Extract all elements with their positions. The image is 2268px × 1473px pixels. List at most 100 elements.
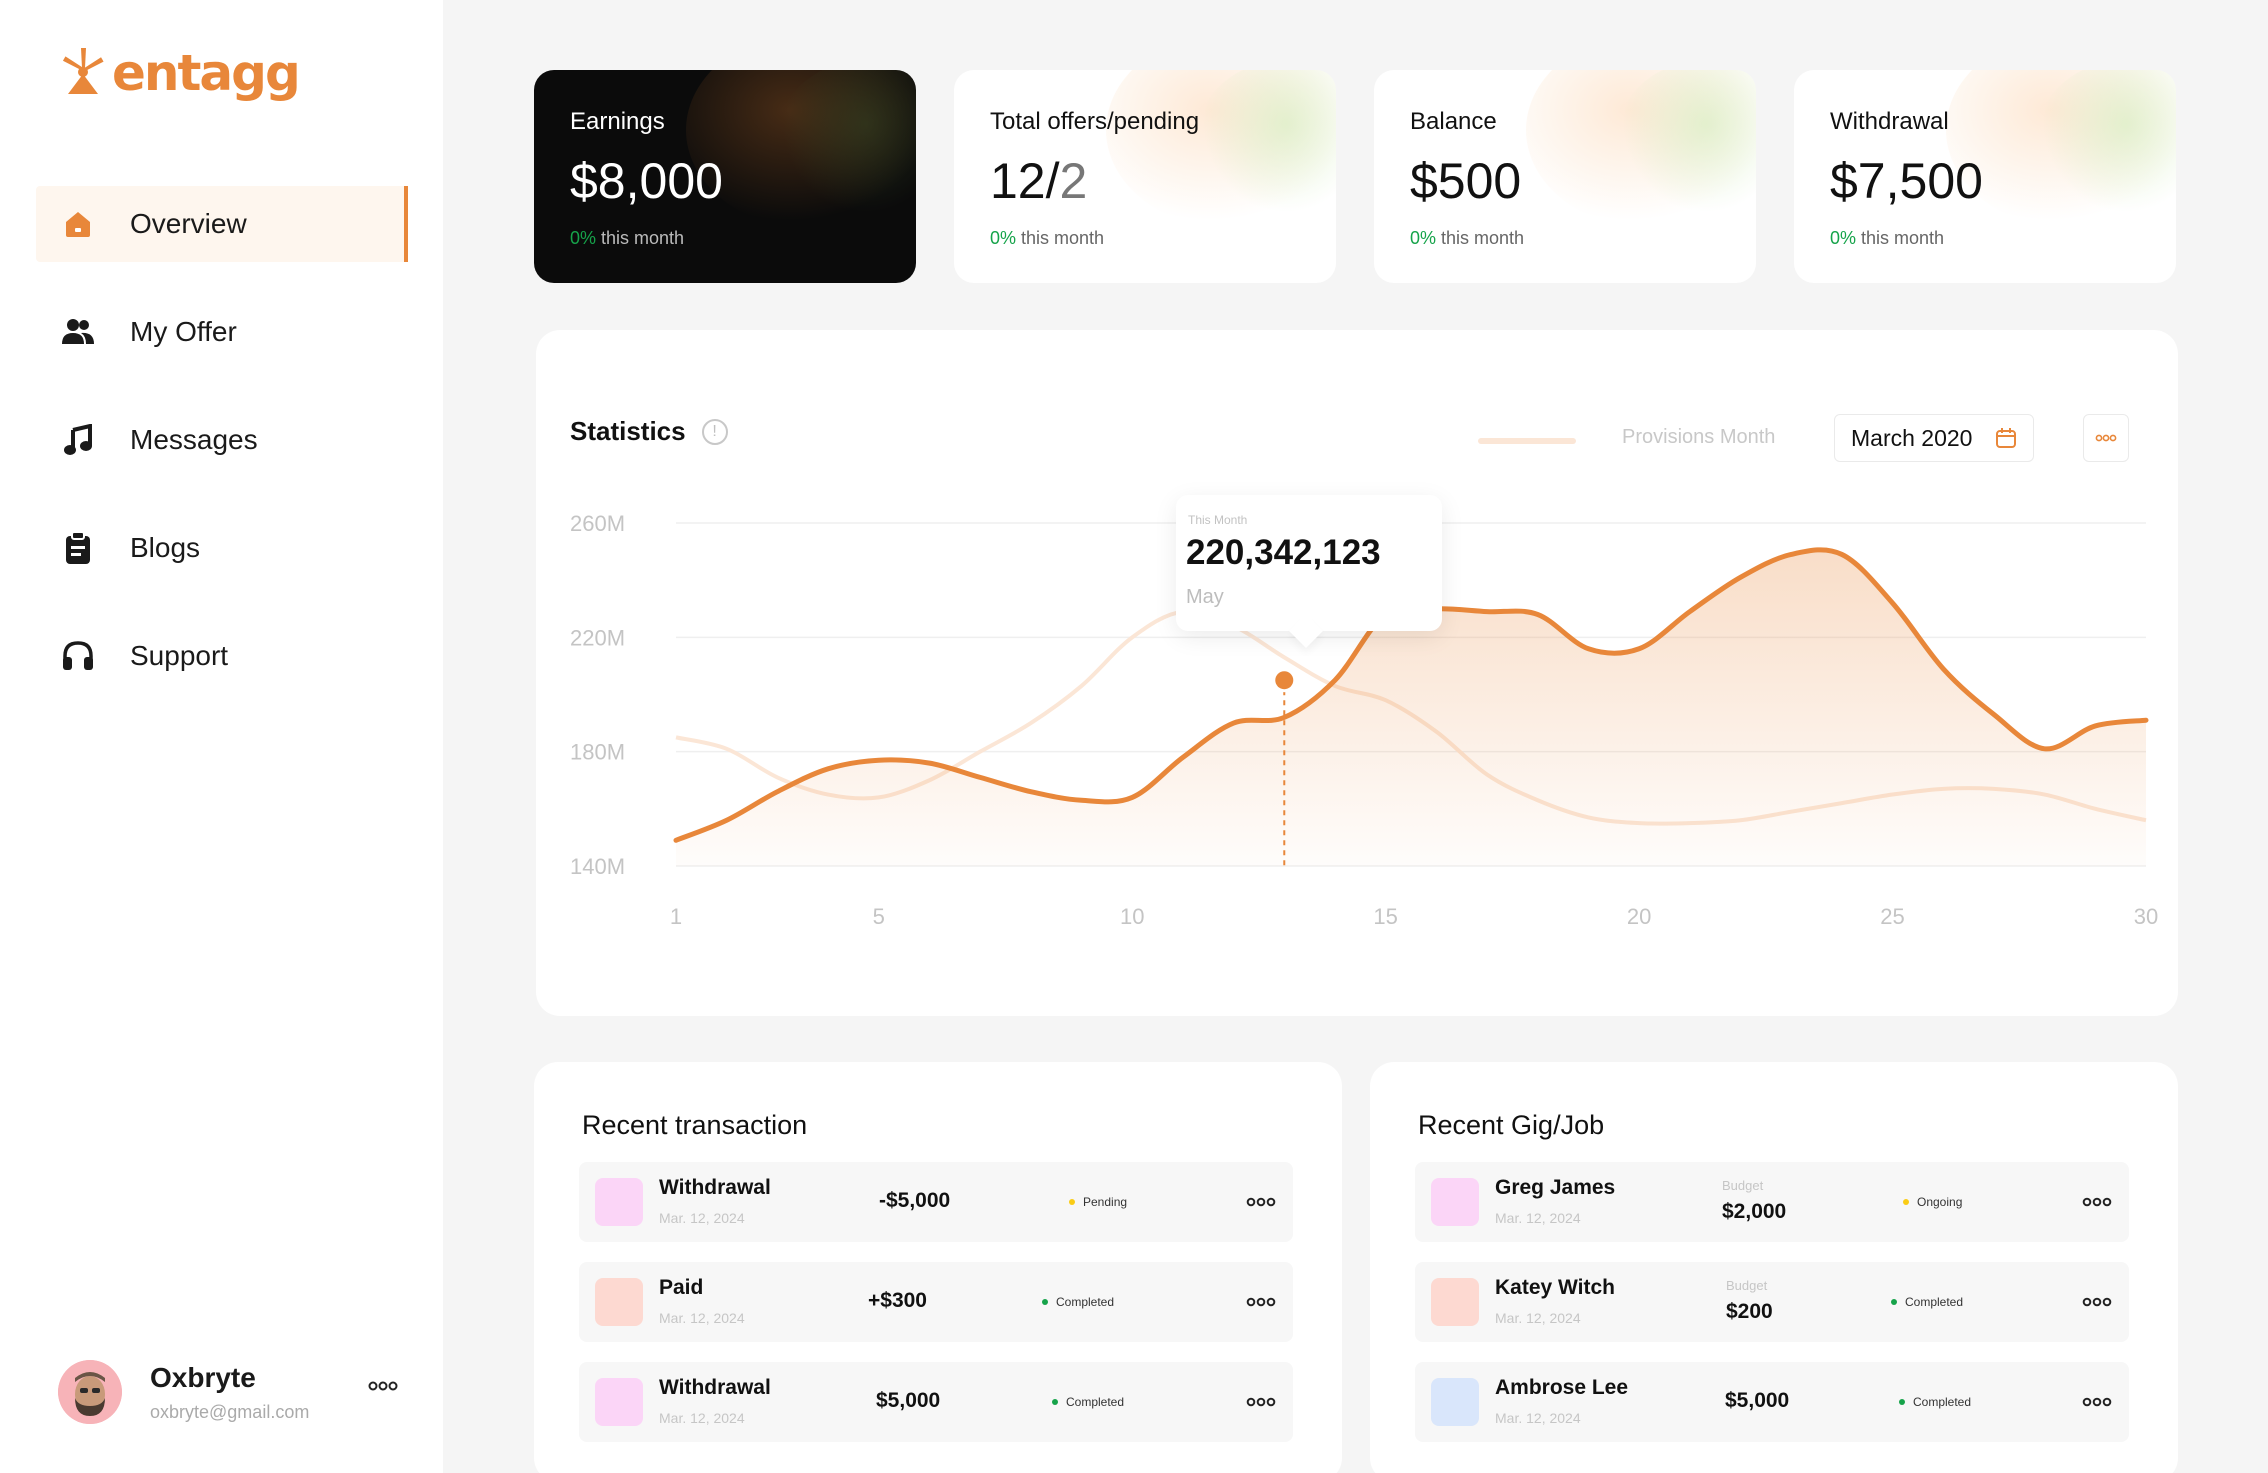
card-value: $500 xyxy=(1410,153,1522,209)
more-icon[interactable] xyxy=(2082,1394,2112,1412)
status-badge: Completed xyxy=(1042,1295,1114,1309)
x-tick-label: 10 xyxy=(1120,904,1144,929)
status-label: Completed xyxy=(1905,1295,1964,1309)
statistics-more-button[interactable] xyxy=(2083,414,2129,462)
status-label: Completed xyxy=(1066,1395,1125,1409)
status-label: Completed xyxy=(1056,1295,1115,1309)
gig-name: Greg James xyxy=(1495,1176,1616,1199)
recent-gig-panel: Recent Gig/Job Greg James Mar. 12, 2024 … xyxy=(1370,1062,2178,1473)
statistics-title-text: Statistics xyxy=(570,416,686,446)
statistics-panel: 260M 220M 180M 140M 1 5 10 15 20 25 30 Statistics… xyxy=(536,330,2178,1016)
status-dot xyxy=(1903,1199,1909,1205)
sidebar-item-my-offer[interactable]: My Offer xyxy=(36,294,408,370)
card-title: Withdrawal xyxy=(1830,108,1949,135)
date-picker[interactable]: March 2020 xyxy=(1834,414,2034,462)
sidebar-item-label: Overview xyxy=(130,208,247,239)
sidebar-item-label: My Offer xyxy=(130,316,237,347)
earnings-card[interactable]: Earnings $8,000 0% this month xyxy=(534,70,916,283)
gig-row[interactable]: Katey Witch Mar. 12, 2024 Budget $200 Co… xyxy=(1415,1262,2129,1342)
profile-name: Oxbryte xyxy=(150,1361,256,1393)
home-icon xyxy=(60,206,96,242)
sidebar-item-messages[interactable]: Messages xyxy=(36,402,408,478)
profile-info: Oxbryte oxbryte@gmail.com xyxy=(150,1362,309,1423)
tooltip-value: 220,342,123 xyxy=(1186,533,1381,572)
card-sub-label: this month xyxy=(596,228,685,248)
gig-thumb xyxy=(1431,1378,1479,1426)
gig-thumb xyxy=(1431,1278,1479,1326)
transaction-thumb xyxy=(595,1378,643,1426)
card-percent: 0% xyxy=(990,228,1017,248)
sidebar-item-support[interactable]: Support xyxy=(36,618,408,694)
clipboard-icon xyxy=(60,530,96,566)
transaction-amount: +$300 xyxy=(868,1289,927,1312)
more-icon[interactable] xyxy=(2082,1294,2112,1312)
series-area-fill xyxy=(676,549,2146,866)
more-icon[interactable] xyxy=(1246,1394,1276,1412)
gig-name: Ambrose Lee xyxy=(1495,1376,1629,1399)
y-tick-label: 260M xyxy=(570,511,625,536)
transaction-row[interactable]: Paid Mar. 12, 2024 +$300 Completed xyxy=(579,1262,1293,1342)
headphones-icon xyxy=(60,638,96,674)
card-percent: 0% xyxy=(1410,228,1437,248)
date-picker-value: March 2020 xyxy=(1851,424,1973,451)
music-note-icon xyxy=(60,422,96,458)
sidebar-item-label: Blogs xyxy=(130,532,201,563)
sidebar-item-overview[interactable]: Overview xyxy=(36,186,408,262)
y-tick-label: 180M xyxy=(570,740,625,765)
x-tick-label: 1 xyxy=(670,904,682,929)
withdrawal-card[interactable]: Withdrawal $7,500 0% this month xyxy=(1794,70,2176,283)
panel-title: Recent transaction xyxy=(582,1110,808,1140)
card-percent: 0% xyxy=(1830,228,1857,248)
profile-email: oxbryte@gmail.com xyxy=(150,1401,310,1422)
gig-thumb xyxy=(1431,1178,1479,1226)
status-dot xyxy=(1891,1299,1897,1305)
status-dot xyxy=(1042,1299,1048,1305)
card-sub-label: this month xyxy=(1016,228,1105,248)
gig-row[interactable]: Greg James Mar. 12, 2024 Budget $2,000 O… xyxy=(1415,1162,2129,1242)
status-dot xyxy=(1899,1399,1905,1405)
card-title: Balance xyxy=(1410,108,1497,135)
card-value: 12/2 xyxy=(990,152,1087,210)
more-icon[interactable] xyxy=(1246,1294,1276,1312)
x-tick-label: 30 xyxy=(2134,904,2158,929)
gig-amount: $5,000 xyxy=(1725,1389,1790,1412)
user-profile[interactable]: Oxbryte oxbryte@gmail.com xyxy=(58,1356,398,1428)
more-icon[interactable] xyxy=(368,1378,398,1396)
more-icon[interactable] xyxy=(1246,1194,1276,1212)
transaction-name: Withdrawal xyxy=(659,1176,771,1199)
y-tick-label: 140M xyxy=(570,854,625,879)
x-tick-label: 5 xyxy=(873,904,885,929)
users-icon xyxy=(60,314,96,350)
offers-card[interactable]: Total offers/pending 12/2 0% this month xyxy=(954,70,1336,283)
statistics-title: Statistics ! xyxy=(570,416,728,447)
gig-date: Mar. 12, 2024 xyxy=(1495,1310,1581,1326)
transaction-date: Mar. 12, 2024 xyxy=(659,1310,745,1326)
status-dot xyxy=(1069,1199,1075,1205)
status-badge: Completed xyxy=(1891,1295,1963,1309)
status-badge: Completed xyxy=(1052,1395,1124,1409)
brand-name: entagg xyxy=(112,44,301,102)
sidebar-item-blogs[interactable]: Blogs xyxy=(36,510,408,586)
more-icon[interactable] xyxy=(2082,1194,2112,1212)
y-tick-label: 220M xyxy=(570,625,625,650)
gig-name: Katey Witch xyxy=(1495,1276,1616,1299)
transaction-thumb xyxy=(595,1178,643,1226)
transaction-row[interactable]: Withdrawal Mar. 12, 2024 $5,000 Complete… xyxy=(579,1362,1293,1442)
balance-card[interactable]: Balance $500 0% this month xyxy=(1374,70,1756,283)
transaction-row[interactable]: Withdrawal Mar. 12, 2024 -$5,000 Pending xyxy=(579,1162,1293,1242)
brand-logo[interactable]: entagg xyxy=(60,44,301,102)
gig-row[interactable]: Ambrose Lee Mar. 12, 2024 $5,000 Complet… xyxy=(1415,1362,2129,1442)
panel-title: Recent Gig/Job xyxy=(1418,1110,1605,1140)
x-tick-label: 15 xyxy=(1373,904,1397,929)
card-sub-label: this month xyxy=(1856,228,1945,248)
card-value-main: 12/ xyxy=(990,153,1060,209)
card-title: Earnings xyxy=(570,108,665,135)
legend-swatch xyxy=(1478,438,1576,444)
info-icon[interactable]: ! xyxy=(701,418,728,445)
calendar-icon xyxy=(1995,427,2017,455)
transaction-amount: -$5,000 xyxy=(879,1189,951,1212)
tooltip-sub: May xyxy=(1186,586,1224,608)
logo-mark-icon xyxy=(62,48,104,94)
x-tick-label: 20 xyxy=(1627,904,1651,929)
budget-label: Budget xyxy=(1726,1278,1768,1293)
